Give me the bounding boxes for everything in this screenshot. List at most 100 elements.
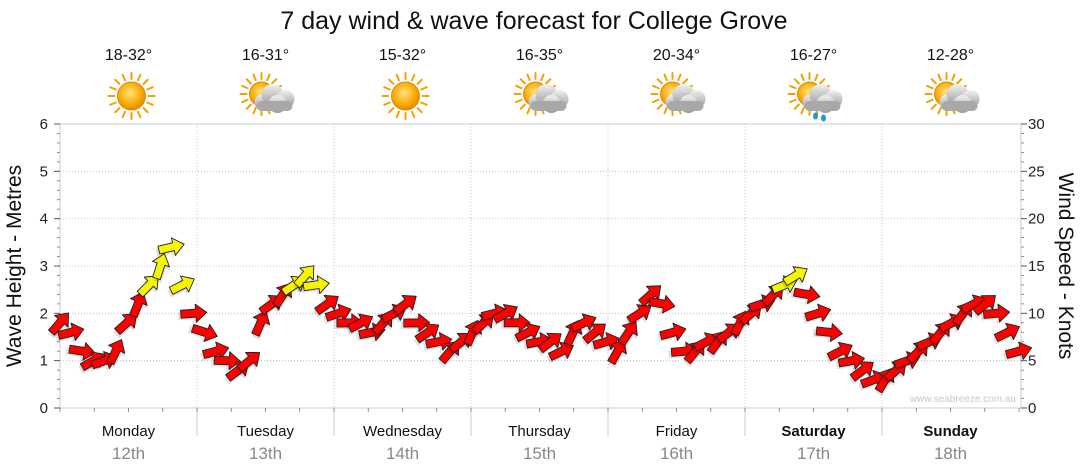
wind-arrow (211, 351, 241, 372)
day-name-label: Wednesday (363, 423, 442, 440)
sun-ray (526, 73, 531, 82)
sun-ray (682, 78, 689, 85)
sun-ray (252, 73, 257, 82)
left-tick-label: 1 (40, 353, 48, 370)
temperature-label: 16-35° (516, 47, 563, 64)
wind-arrow (391, 294, 417, 319)
sun-ray (121, 110, 126, 119)
wind-arrow-body (1004, 341, 1033, 360)
temperature-label: 15-32° (379, 47, 426, 64)
sun-ray (416, 107, 423, 114)
right-tick-label: 20 (1028, 211, 1045, 228)
sun-ray (789, 98, 797, 104)
cloud-base (530, 101, 567, 111)
sun-ray (951, 73, 956, 82)
wind-arrow (848, 361, 874, 385)
sun-ray (793, 103, 800, 110)
sun-ray (526, 106, 531, 115)
wind-arrow (546, 341, 574, 364)
sun-ray (793, 78, 800, 85)
sun-ray (142, 78, 149, 85)
sun-ray (800, 106, 805, 115)
day-name-label: Monday (102, 423, 156, 440)
cloud-base (256, 101, 293, 111)
sun-ray (420, 86, 428, 91)
wind-arrow (617, 321, 638, 349)
right-axis-ticks: 0 5 10 15 20 25 30 (1021, 116, 1045, 417)
right-tick-label: 15 (1028, 258, 1045, 275)
partly-cloudy-icon (924, 72, 980, 116)
date-label: 18th (934, 444, 967, 463)
date-label: 17th (797, 444, 830, 463)
sun-disc (391, 81, 420, 111)
sun-ray (142, 107, 149, 114)
day-name-label: Thursday (508, 423, 571, 440)
right-tick-label: 30 (1028, 116, 1045, 133)
left-tick-label: 3 (40, 258, 48, 275)
partly-cloudy-icon (513, 72, 569, 116)
sun-ray (271, 78, 278, 85)
sun-ray (652, 98, 660, 104)
wind-arrow (581, 323, 606, 348)
wind-arrow-body (57, 322, 85, 341)
left-tick-label: 0 (40, 400, 48, 417)
wind-arrow-body (425, 332, 453, 351)
sun-ray (245, 78, 252, 85)
wind-arrow-body (129, 291, 148, 318)
wind-arrow-body (837, 351, 865, 370)
wind-arrow (992, 322, 1020, 345)
cloudy-rain-icon (787, 72, 843, 122)
day-name-label: Sunday (923, 423, 978, 440)
wind-arrow-body (804, 303, 832, 322)
wind-arrow-body (136, 275, 159, 298)
right-tick-label: 5 (1028, 353, 1036, 370)
sun-ray (252, 106, 257, 115)
wind-arrow (106, 339, 126, 369)
wind-arrow (65, 342, 96, 362)
wind-arrow (47, 312, 69, 339)
sun-ray (146, 86, 154, 91)
cloud-shape (802, 84, 843, 113)
sun-ray (930, 103, 937, 110)
sun-ray (388, 78, 395, 85)
wind-arrow (607, 339, 627, 369)
wind-arrow-body (114, 313, 138, 335)
wind-arrow (835, 351, 865, 372)
left-tick-label: 5 (40, 163, 48, 180)
wind-arrow-body (626, 304, 652, 325)
wind-arrow-body (414, 323, 440, 344)
sun-ray (540, 73, 545, 82)
sun-ray (819, 78, 826, 85)
wind-arrow (300, 275, 330, 296)
sun-ray (545, 78, 552, 85)
wind-arrow (187, 323, 218, 343)
wind-arrow (136, 275, 159, 301)
wind-arrow (152, 253, 171, 284)
wind-arrow-body (106, 339, 126, 366)
wind-arrow-body (982, 303, 1011, 323)
watermark: www.seabreeze.com.au (909, 394, 1016, 405)
left-axis-title: Wave Height - Metres (3, 165, 26, 367)
wind-arrow (251, 310, 271, 340)
sun-ray (137, 73, 142, 82)
sun-ray (930, 78, 937, 85)
right-tick-label: 10 (1028, 305, 1045, 322)
rain-drop (821, 114, 826, 122)
date-label: 14th (386, 444, 419, 463)
sunny-icon (381, 72, 430, 120)
wind-arrow-body (403, 313, 431, 333)
wind-arrow (400, 313, 431, 334)
wind-arrow-body (157, 237, 185, 256)
temperature-label: 12-28° (927, 47, 974, 64)
sun-ray (926, 84, 934, 90)
sunny-icon (107, 72, 156, 120)
sun-ray (420, 101, 428, 106)
wind-arrow-body (314, 294, 339, 316)
sun-ray (395, 110, 400, 119)
wind-arrow-body (993, 322, 1020, 343)
wind-arrow (536, 332, 562, 357)
weather-icons (107, 72, 980, 122)
sun-ray (388, 107, 395, 114)
wind-arrow-body (782, 266, 808, 287)
